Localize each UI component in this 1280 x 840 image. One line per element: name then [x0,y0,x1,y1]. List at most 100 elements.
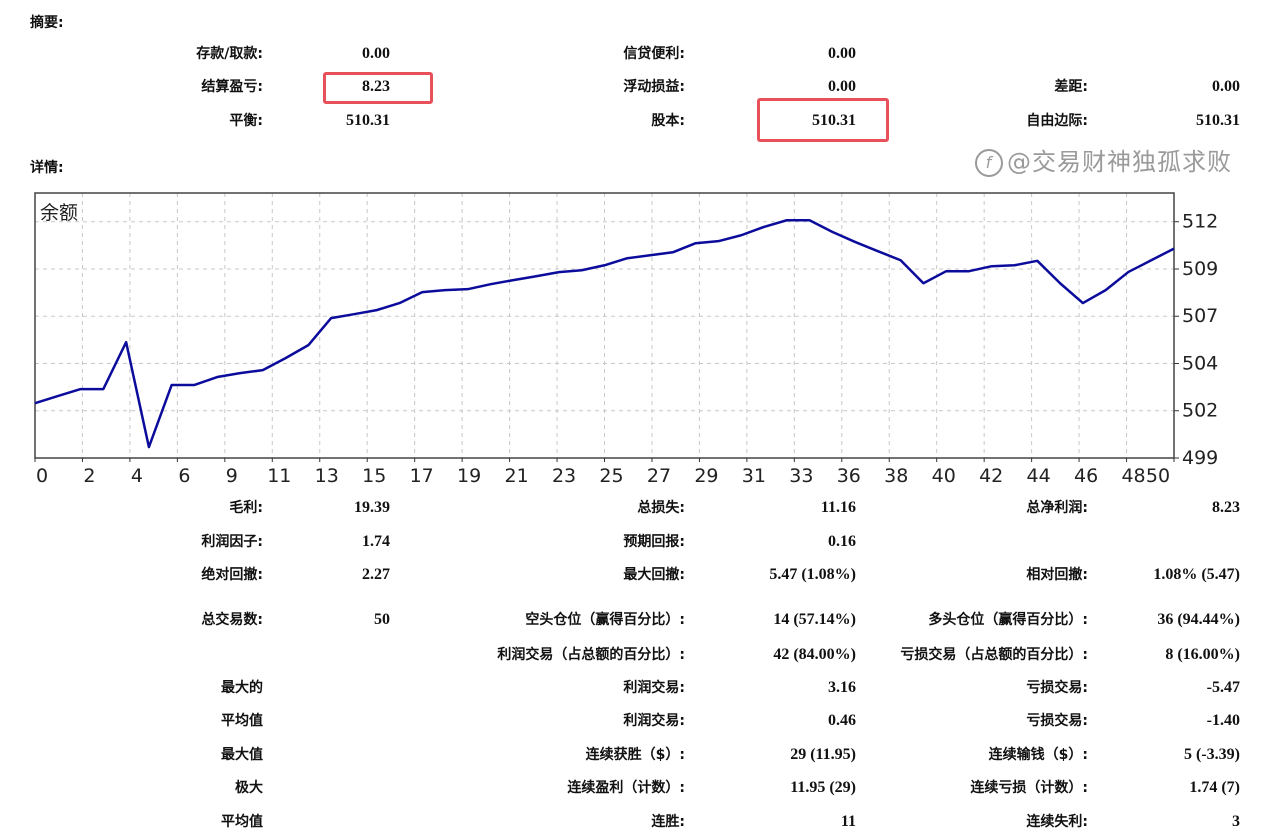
x-tick-label: 33 [789,465,813,487]
y-tick-label: 499 [1182,447,1218,469]
y-tick-label: 512 [1182,211,1218,233]
summary-row: 结算盈亏: 8.23 浮动损益: 0.00 差距: 0.00 [0,77,1280,97]
summary-title: 摘要: [30,15,64,31]
x-tick-label: 31 [742,465,766,487]
value: 0.00 [828,45,856,62]
label: 存款/取款: [196,46,263,62]
x-tick-label: 2 [83,465,95,487]
value: 510.31 [346,112,390,129]
label: 利润交易（占总额的百分比）: [497,647,685,663]
label: 利润交易: [623,680,685,696]
summary-row: 存款/取款: 0.00 信贷便利: 0.00 [0,44,1280,64]
balance-line [34,218,1175,449]
value: 0.16 [828,533,856,550]
label: 毛利: [229,500,263,516]
value: 19.39 [354,499,390,516]
label: 最大值 [221,747,263,763]
label: 连续获胜（$）: [585,747,685,763]
value: 42 (84.00%) [773,646,856,663]
x-tick-label: 6 [178,465,190,487]
y-tick-label: 504 [1182,352,1218,374]
value: 0.00 [1212,78,1240,95]
value: 1.74 (7) [1189,779,1240,796]
label: 连胜: [651,814,685,830]
value: 1.74 [362,533,390,550]
x-tick-label: 4 [131,465,143,487]
x-tick-label: 44 [1027,465,1051,487]
label: 信贷便利: [623,46,685,62]
label: 自由边际: [1026,113,1088,129]
label: 连续输钱（$）: [988,747,1088,763]
label: 最大的 [221,680,263,696]
value: 3 [1232,813,1240,830]
value: 0.46 [828,712,856,729]
x-tick-label: 38 [884,465,908,487]
value: -5.47 [1206,679,1240,696]
detail-row: 利润因子: 1.74 预期回报: 0.16 [0,532,1280,552]
x-tick-label: 23 [552,465,576,487]
detail-row: 平均值 利润交易: 0.46 亏损交易: -1.40 [0,711,1280,731]
watermark-text: @交易财神独孤求败 [1007,148,1232,176]
label: 空头仓位（赢得百分比）: [525,612,685,628]
label: 股本: [651,113,685,129]
x-tick-label: 11 [267,465,291,487]
x-tick-label: 40 [932,465,956,487]
y-tick-label: 507 [1182,305,1218,327]
label: 利润因子: [201,534,263,550]
label: 总损失: [637,500,685,516]
x-tick-label: 46 [1074,465,1098,487]
detail-row: 利润交易（占总额的百分比）: 42 (84.00%) 亏损交易（占总额的百分比）: 8… [0,645,1280,665]
label: 浮动损益: [623,79,685,95]
label: 多头仓位（赢得百分比）: [928,612,1088,628]
x-tick-label: 42 [979,465,1003,487]
label: 亏损交易: [1026,713,1088,729]
value: 8 (16.00%) [1165,646,1240,663]
label: 亏损交易: [1026,680,1088,696]
watermark-logo-icon: f [975,149,1003,177]
label: 预期回报: [623,534,685,550]
value: 3.16 [828,679,856,696]
watermark: f @交易财神独孤求败 [975,146,1232,178]
detail-row: 极大 连续盈利（计数）: 11.95 (29) 连续亏损（计数）: 1.74 (7) [0,778,1280,798]
detail-row: 最大的 利润交易: 3.16 亏损交易: -5.47 [0,678,1280,698]
label: 亏损交易（占总额的百分比）: [900,647,1088,663]
value: 5 (-3.39) [1184,746,1240,763]
detail-row: 毛利: 19.39 总损失: 11.16 总净利润: 8.23 [0,498,1280,518]
detail-row: 最大值 连续获胜（$）: 29 (11.95) 连续输钱（$）: 5 (-3.39) [0,745,1280,765]
x-tick-label: 13 [315,465,339,487]
x-tick-label: 21 [504,465,528,487]
value: 0.00 [828,78,856,95]
label: 极大 [235,780,263,796]
value: -1.40 [1206,712,1240,729]
x-tick-label: 0 [36,465,48,487]
value: 5.47 (1.08%) [769,566,856,583]
value: 2.27 [362,566,390,583]
x-tick-label: 27 [647,465,671,487]
value: 510.31 [1196,112,1240,129]
y-tick-label: 502 [1182,400,1218,422]
y-tick-label: 509 [1182,258,1218,280]
highlight-box-equity [757,98,889,142]
x-tick-label: 19 [457,465,481,487]
value: 1.08% (5.47) [1153,566,1240,583]
value: 11 [840,813,856,830]
x-tick-label: 48 [1121,465,1145,487]
x-tick-label: 25 [599,465,623,487]
x-tick-label: 50 [1146,465,1170,487]
value: 11.95 (29) [790,779,856,796]
value: 29 (11.95) [790,746,856,763]
value: 50 [374,611,390,628]
label: 总净利润: [1026,500,1088,516]
x-tick-label: 9 [226,465,238,487]
details-title: 详情: [30,160,64,176]
label: 结算盈亏: [201,79,263,95]
label: 相对回撤: [1026,567,1088,583]
x-tick-label: 29 [694,465,718,487]
label: 连续失利: [1026,814,1088,830]
label: 差距: [1054,79,1088,95]
label: 最大回撤: [623,567,685,583]
summary-row: 平衡: 510.31 股本: 510.31 自由边际: 510.31 [0,111,1280,131]
label: 平均值 [221,713,263,729]
highlight-box-settled-pnl [323,72,433,104]
value: 36 (94.44%) [1157,611,1240,628]
